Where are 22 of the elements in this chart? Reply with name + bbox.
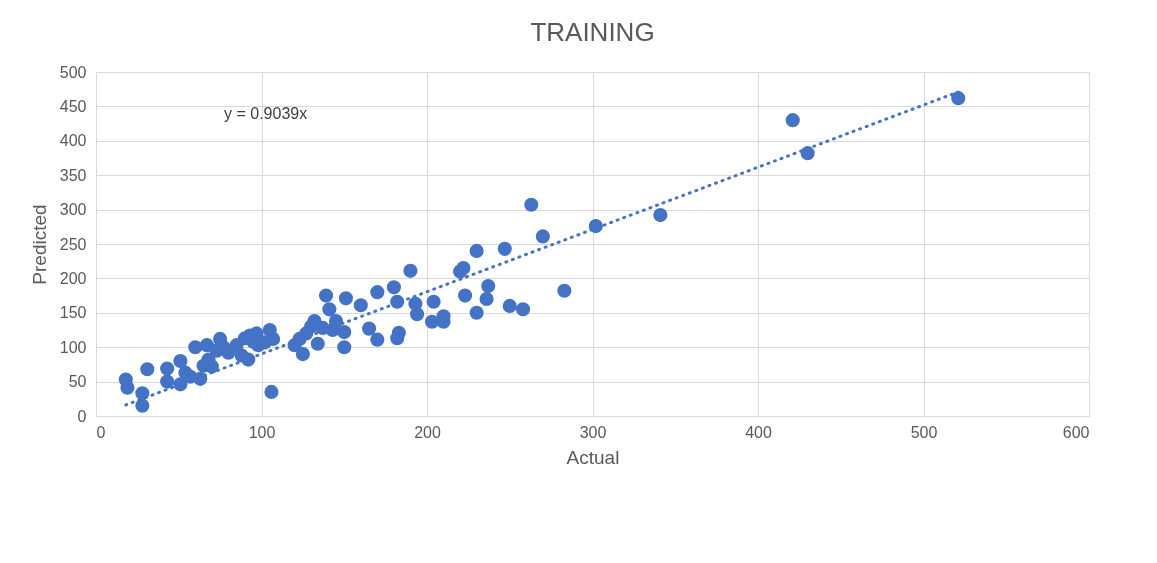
y-tick-label: 150 xyxy=(59,304,87,322)
x-tick-label: 300 xyxy=(579,423,607,441)
y-tick-label: 50 xyxy=(68,373,87,391)
x-tick-label: 0 xyxy=(96,423,106,441)
y-axis-title: Predicted xyxy=(28,204,50,285)
annotation: y = 0.9039x xyxy=(224,105,308,122)
y-tick-label: 300 xyxy=(59,201,87,219)
y-tick-label: 400 xyxy=(59,132,87,150)
x-tick-label: 500 xyxy=(910,423,938,441)
y-tick-label: 350 xyxy=(59,166,87,184)
x-tick-label: 200 xyxy=(414,423,441,441)
x-axis-title: Actual xyxy=(566,446,620,468)
y-tick-label: 500 xyxy=(59,63,87,81)
x-tick-label: 100 xyxy=(248,423,276,441)
y-tick-label: 100 xyxy=(59,338,87,356)
x-tick-label: 400 xyxy=(745,423,772,441)
y-tick-label: 200 xyxy=(59,269,87,287)
y-tick-label: 450 xyxy=(59,97,87,115)
chart-title: TRAINING xyxy=(530,17,655,47)
x-tick-label: 600 xyxy=(1062,423,1090,441)
y-tick-label: 250 xyxy=(59,235,87,253)
y-tick-label: 0 xyxy=(77,407,87,425)
